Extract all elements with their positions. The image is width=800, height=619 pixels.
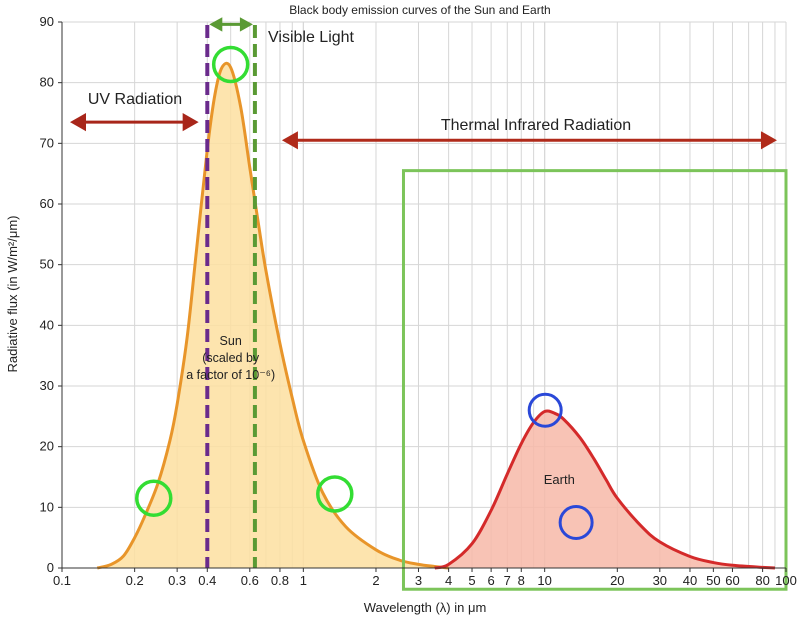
y-tick-label: 40 [40, 317, 54, 332]
x-tick-label: 100 [775, 573, 797, 588]
x-tick-label: 4 [445, 573, 452, 588]
sun-label-line2: (scaled by [202, 351, 260, 365]
green-highlight-circle [316, 475, 354, 513]
thermal-ir-label: Thermal Infrared Radiation [441, 117, 631, 134]
x-tick-label: 20 [610, 573, 624, 588]
x-tick-label: 5 [468, 573, 475, 588]
x-tick-label: 1 [300, 573, 307, 588]
green-highlight-circle [135, 479, 173, 517]
grid [61, 21, 787, 569]
y-tick-label: 50 [40, 257, 54, 272]
chart-title: Black body emission curves of the Sun an… [289, 3, 550, 17]
x-tick-label: 6 [488, 573, 495, 588]
x-tick-label: 7 [504, 573, 511, 588]
y-tick-label: 60 [40, 196, 54, 211]
x-tick-label: 0.4 [198, 573, 216, 588]
y-tick-label: 90 [40, 14, 54, 29]
x-tick-label: 3 [415, 573, 422, 588]
curves [96, 61, 776, 570]
axes: 0 10 20 30 40 50 60 70 80 90 0.1 0.2 0.3 0.4 0.6 0.8 1 2 3… [40, 14, 797, 588]
uv-arrow-head-right [182, 113, 199, 132]
x-tick-label: 0.8 [271, 573, 289, 588]
earth-curve [434, 409, 776, 570]
x-tick-label: 60 [725, 573, 739, 588]
uv-arrow-head-left [70, 113, 86, 132]
sun-label-line3: a factor of 10⁻⁶) [186, 368, 275, 382]
y-tick-label: 30 [40, 378, 54, 393]
x-tick-label: 10 [537, 573, 551, 588]
x-tick-label: 0.2 [126, 573, 144, 588]
visible-arrow-head-right [239, 17, 253, 32]
y-axis-label: Radiative flux (in W/m²/μm) [5, 215, 20, 372]
thermal-arrow-head-right [760, 131, 777, 150]
sun-curve [96, 61, 449, 570]
visible-arrow-head-left [209, 17, 223, 32]
uv-label: UV Radiation [88, 91, 182, 108]
x-tick-label: 2 [372, 573, 379, 588]
y-tick-label: 10 [40, 499, 54, 514]
visible-light-label: Visible Light [268, 29, 355, 46]
x-tick-label: 0.1 [53, 573, 71, 588]
x-tick-label: 40 [683, 573, 697, 588]
y-tick-label: 20 [40, 439, 54, 454]
blue-highlight-circle [527, 392, 563, 428]
x-tick-label: 8 [518, 573, 525, 588]
blue-highlight-circle [558, 505, 594, 540]
y-tick-label: 80 [40, 75, 54, 90]
x-axis-label: Wavelength (λ) in μm [364, 600, 487, 615]
thermal-arrow-head-left [281, 131, 298, 150]
earth-area [434, 410, 775, 568]
y-tick-label: 70 [40, 135, 54, 150]
x-tick-label: 80 [755, 573, 769, 588]
earth-label: Earth [544, 472, 575, 487]
visible-arrow [209, 17, 253, 32]
x-tick-label: 0.6 [241, 573, 259, 588]
x-tick-label: 50 [706, 573, 720, 588]
y-tick-label: 0 [47, 560, 54, 575]
green-highlight-circle [211, 45, 250, 84]
uv-arrow [70, 113, 199, 132]
x-tick-label: 0.3 [168, 573, 186, 588]
x-tick-label: 30 [653, 573, 667, 588]
sun-label-line1: Sun [220, 334, 242, 348]
thermal-arrow [281, 131, 777, 150]
earth-highlight-box [401, 169, 788, 591]
annotations: UV Radiation Visible Light Thermal Infrare… [70, 17, 788, 591]
